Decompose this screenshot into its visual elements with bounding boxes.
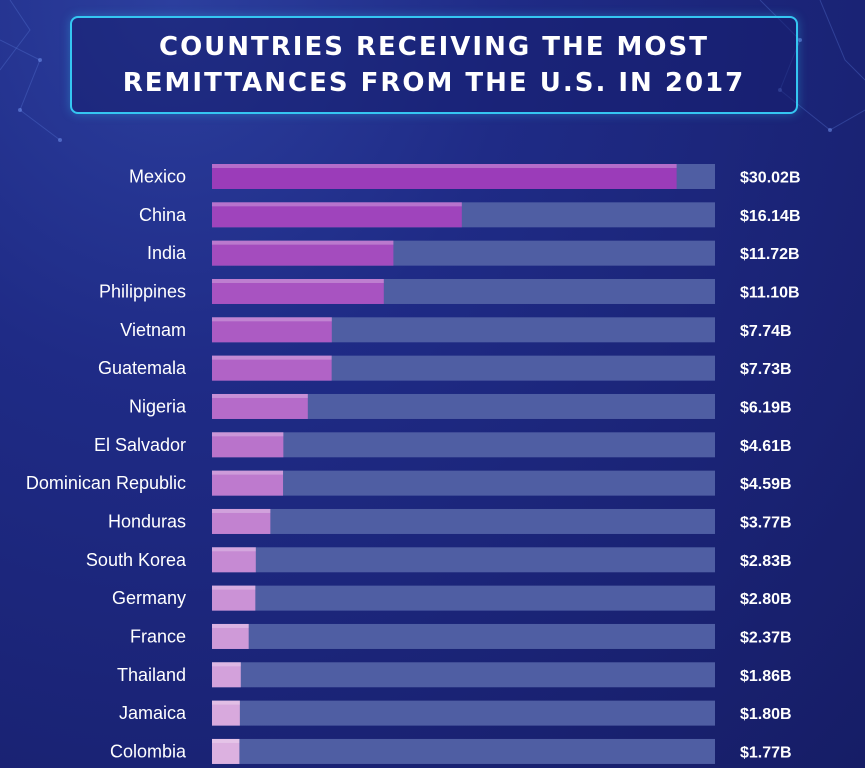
bar — [212, 432, 284, 458]
bar — [212, 585, 256, 611]
value-label: $2.37B — [740, 629, 792, 646]
bar-highlight — [212, 662, 241, 667]
bar — [212, 240, 394, 266]
category-label: Dominican Republic — [26, 473, 186, 493]
category-label: Vietnam — [120, 320, 186, 340]
bar-track — [212, 432, 715, 458]
bar-highlight — [212, 278, 384, 283]
category-label: Germany — [112, 588, 186, 608]
bar — [212, 547, 256, 573]
bar-track — [212, 700, 715, 726]
bar — [212, 393, 308, 419]
bar-highlight — [212, 355, 332, 360]
category-label: Jamaica — [119, 703, 187, 723]
value-label: $2.83B — [740, 553, 792, 570]
category-label: Guatemala — [98, 358, 187, 378]
bar-highlight — [212, 164, 677, 168]
bar — [212, 662, 241, 688]
value-label: $4.59B — [740, 476, 792, 493]
value-label: $7.73B — [740, 361, 792, 378]
bar-highlight — [212, 240, 394, 245]
bar — [212, 508, 271, 534]
chart-title: COUNTRIES RECEIVING THE MOST REMITTANCES… — [122, 32, 746, 98]
value-label: $1.86B — [740, 668, 792, 685]
bar — [212, 470, 284, 496]
category-label: France — [130, 626, 186, 646]
value-label: $30.02B — [740, 170, 801, 187]
bar-highlight — [212, 393, 308, 398]
bar-highlight — [212, 508, 271, 513]
bar — [212, 202, 462, 228]
bar — [212, 317, 332, 343]
bar — [212, 355, 332, 381]
value-label: $3.77B — [740, 514, 792, 531]
category-label: China — [139, 205, 187, 225]
value-label: $11.72B — [740, 246, 800, 263]
bar — [212, 278, 384, 304]
category-label: El Salvador — [94, 435, 186, 455]
category-label: Mexico — [129, 167, 186, 187]
bar — [212, 700, 240, 726]
value-label: $2.80B — [740, 591, 792, 608]
bar-track — [212, 585, 715, 611]
value-label: $11.10B — [740, 284, 800, 301]
value-label: $7.74B — [740, 323, 792, 340]
category-label: Honduras — [108, 511, 186, 531]
value-label: $1.80B — [740, 706, 792, 723]
bar — [212, 738, 240, 764]
bar-track — [212, 662, 715, 688]
bar-highlight — [212, 547, 256, 552]
bar-track — [212, 623, 715, 649]
chart-title-box: COUNTRIES RECEIVING THE MOST REMITTANCES… — [70, 16, 798, 114]
value-label: $1.77B — [740, 744, 792, 761]
bar-track — [212, 470, 715, 496]
bar-track — [212, 738, 715, 764]
category-label: South Korea — [86, 550, 187, 570]
bar-highlight — [212, 623, 249, 628]
value-label: $16.14B — [740, 208, 801, 225]
category-label: Thailand — [117, 665, 186, 685]
category-label: India — [147, 243, 187, 263]
bar-highlight — [212, 738, 240, 743]
bar — [212, 623, 249, 649]
bar-highlight — [212, 700, 240, 705]
bar-highlight — [212, 202, 462, 207]
bar-highlight — [212, 432, 284, 437]
bar-highlight — [212, 317, 332, 322]
bar-highlight — [212, 585, 256, 590]
bar-track — [212, 508, 715, 534]
category-label: Nigeria — [129, 396, 187, 416]
value-label: $6.19B — [740, 399, 792, 416]
category-label: Philippines — [99, 281, 186, 301]
bar-track — [212, 547, 715, 573]
bar — [212, 164, 677, 189]
bar-highlight — [212, 470, 284, 475]
value-label: $4.61B — [740, 438, 792, 455]
category-label: Colombia — [110, 741, 187, 761]
